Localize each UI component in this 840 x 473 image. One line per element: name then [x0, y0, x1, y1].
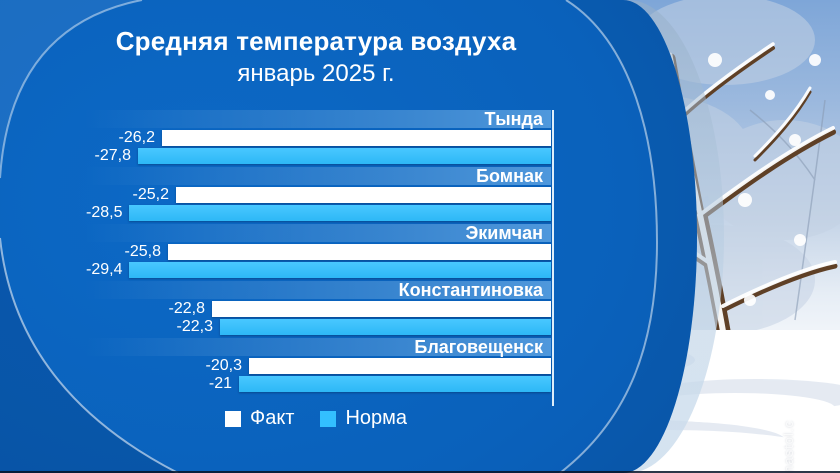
city-group: Благовещенск -20,3 -21	[86, 338, 551, 392]
fact-bar-row: -22,8	[86, 301, 551, 317]
fact-bar-row: -25,8	[86, 244, 551, 260]
norma-bar-row: -27,8	[86, 148, 551, 164]
norma-bar	[138, 148, 551, 164]
norma-bar-row: -28,5	[86, 205, 551, 221]
norma-bar-row: -21	[86, 376, 551, 392]
norma-value-label: -27,8	[94, 147, 131, 164]
norma-value-label: -29,4	[86, 261, 123, 278]
norma-bar	[239, 376, 551, 392]
fact-value-label: -20,3	[205, 357, 242, 374]
norma-value-label: -28,5	[86, 204, 123, 221]
fact-bar	[249, 358, 551, 374]
city-group: Тында -26,2 -27,8	[86, 110, 551, 164]
fact-bar	[162, 130, 551, 146]
chart-title: Средняя температура воздуха	[115, 26, 517, 56]
legend-label-fact: Факт	[249, 407, 295, 429]
legend-item-norma: Норма	[320, 407, 407, 430]
city-name: Константиновка	[398, 280, 543, 300]
norma-bar	[129, 262, 551, 278]
norma-bar-row: -29,4	[86, 262, 551, 278]
weather-panel: Средняя температура воздуха январь 2025 …	[0, 0, 697, 473]
fact-bar-row: -26,2	[86, 130, 551, 146]
legend-item-fact: Факт	[224, 407, 295, 430]
city-name: Бомнак	[476, 166, 543, 186]
fact-bar	[212, 301, 551, 317]
fact-bar	[176, 187, 551, 203]
legend-swatch-norma-icon	[320, 410, 337, 427]
fact-bar-row: -25,2	[86, 187, 551, 203]
city-header-band: Благовещенск	[86, 338, 551, 356]
city-group: Бомнак -25,2 -28,5	[86, 167, 551, 221]
chart-title-block: Средняя температура воздуха январь 2025 …	[0, 26, 632, 88]
temperature-bar-chart: Тында -26,2 -27,8 Бомнак -25,2 -28,5	[86, 110, 554, 406]
chart-subtitle: январь 2025 г.	[237, 60, 395, 87]
norma-value-label: -22,3	[176, 318, 213, 335]
zero-axis-line	[552, 110, 554, 406]
chart-groups: Тында -26,2 -27,8 Бомнак -25,2 -28,5	[86, 110, 551, 392]
city-name: Экимчан	[465, 223, 543, 243]
norma-value-label: -21	[208, 375, 232, 392]
photo-watermark: nastol.c	[781, 420, 796, 473]
chart-legend: Факт Норма	[0, 407, 632, 430]
city-header-band: Тында	[86, 110, 551, 128]
norma-bar	[220, 319, 551, 335]
fact-bar	[168, 244, 551, 260]
city-header-band: Бомнак	[86, 167, 551, 185]
norma-bar	[129, 205, 551, 221]
legend-label-norma: Норма	[345, 407, 408, 429]
fact-value-label: -26,2	[118, 129, 155, 146]
fact-value-label: -25,8	[124, 243, 161, 260]
fact-value-label: -22,8	[168, 300, 205, 317]
fact-value-label: -25,2	[132, 186, 169, 203]
city-name: Благовещенск	[414, 337, 543, 357]
city-header-band: Экимчан	[86, 224, 551, 242]
legend-swatch-fact-icon	[224, 410, 241, 427]
city-group: Константиновка -22,8 -22,3	[86, 281, 551, 335]
fact-bar-row: -20,3	[86, 358, 551, 374]
city-name: Тында	[484, 109, 543, 129]
city-header-band: Константиновка	[86, 281, 551, 299]
norma-bar-row: -22,3	[86, 319, 551, 335]
city-group: Экимчан -25,8 -29,4	[86, 224, 551, 278]
